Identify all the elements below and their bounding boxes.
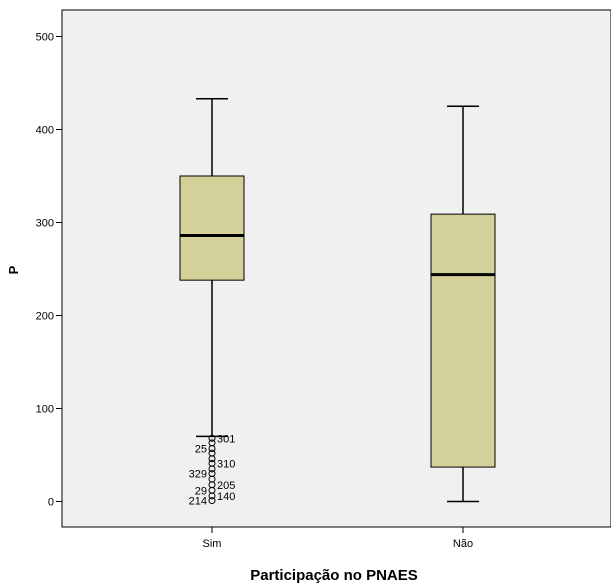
y-tick-label: 200 xyxy=(36,311,54,323)
y-tick-label: 300 xyxy=(36,218,54,230)
outlier-label: 25 xyxy=(195,443,207,455)
outlier-label: 301 xyxy=(217,433,235,445)
x-tick-label: Não xyxy=(453,538,473,550)
x-axis: Sim Não xyxy=(203,527,473,550)
plot-area xyxy=(61,9,611,528)
outlier-label: 310 xyxy=(217,458,235,470)
outlier-point xyxy=(208,444,216,452)
outlier-point xyxy=(208,497,216,505)
x-axis-title: Participação no PNAES xyxy=(250,567,418,584)
outlier-point xyxy=(208,455,216,463)
boxes: 301 25 310 329 205 29 140 214 xyxy=(179,98,496,508)
outlier-label: 205 xyxy=(217,480,235,492)
y-tick-label: 0 xyxy=(48,497,54,509)
outlier-point xyxy=(208,434,216,442)
outlier-label: 29 xyxy=(195,485,207,497)
y-tick-label: 400 xyxy=(36,125,54,137)
outlier-label: 214 xyxy=(189,496,207,508)
outlier-point xyxy=(208,465,216,473)
x-tick-label: Sim xyxy=(203,538,222,550)
iqr-box xyxy=(179,175,245,281)
y-axis: 0 100 200 300 400 500 xyxy=(36,32,62,509)
outlier-label: 329 xyxy=(189,469,207,481)
outlier-point xyxy=(208,492,216,500)
iqr-box xyxy=(430,213,496,468)
y-tick-label: 100 xyxy=(36,404,54,416)
outlier-label: 140 xyxy=(217,491,235,503)
y-axis-title: P xyxy=(6,265,21,274)
y-tick-label: 500 xyxy=(36,32,54,44)
